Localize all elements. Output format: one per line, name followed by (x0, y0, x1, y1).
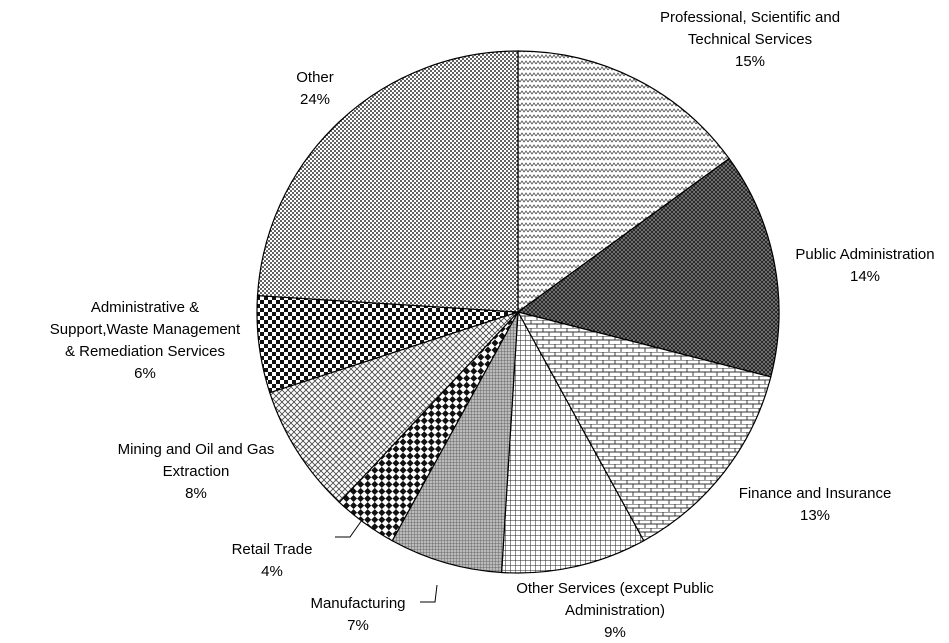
slice-label: Public Administration 14% (765, 244, 949, 288)
percent-label: 13% (799, 507, 831, 524)
slice-label: Other 24% (265, 67, 365, 111)
slice-label: Administrative & Support,Waste Managemen… (45, 297, 245, 385)
category-name: Other Services (except Public Administra… (516, 580, 714, 619)
slice-label: Professional, Scientific and Technical S… (640, 7, 860, 73)
pie-slice (500, 309, 645, 574)
pie-slice (391, 311, 519, 574)
slice-label: Manufacturing 7% (283, 593, 433, 637)
category-name: Finance and Insurance (738, 485, 892, 502)
percent-label: 6% (134, 365, 156, 382)
leader-line (420, 584, 438, 603)
percent-label: 24% (299, 91, 331, 108)
category-name: Other (296, 69, 334, 86)
leader-line (335, 519, 363, 538)
percent-label: 14% (849, 268, 881, 285)
category-name: Manufacturing (310, 595, 406, 612)
slice-label: Mining and Oil and Gas Extraction 8% (104, 439, 289, 505)
slice-label: Retail Trade 4% (197, 539, 347, 583)
pie-slice (269, 311, 519, 504)
percent-label: 4% (261, 563, 283, 580)
percent-label: 15% (734, 53, 766, 70)
percent-label: 7% (347, 617, 369, 634)
pie-slice (516, 157, 780, 378)
pie-slice (256, 50, 519, 313)
pie-slice (516, 311, 772, 542)
category-name: Public Administration (795, 246, 935, 263)
category-name: Retail Trade (231, 541, 313, 558)
percent-label: 8% (185, 485, 207, 502)
slice-label: Finance and Insurance 13% (715, 483, 915, 527)
pie-slice (517, 50, 730, 314)
category-name: Professional, Scientific and Technical S… (659, 9, 841, 48)
category-name: Mining and Oil and Gas Extraction (117, 441, 275, 480)
slice-label: Other Services (except Public Administra… (503, 578, 728, 643)
percent-label: 9% (604, 624, 626, 641)
category-name: Administrative & Support,Waste Managemen… (49, 299, 241, 360)
